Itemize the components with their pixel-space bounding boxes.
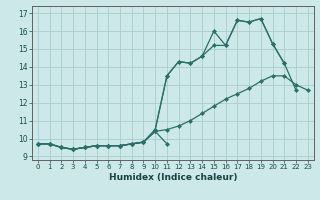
X-axis label: Humidex (Indice chaleur): Humidex (Indice chaleur) [108, 173, 237, 182]
